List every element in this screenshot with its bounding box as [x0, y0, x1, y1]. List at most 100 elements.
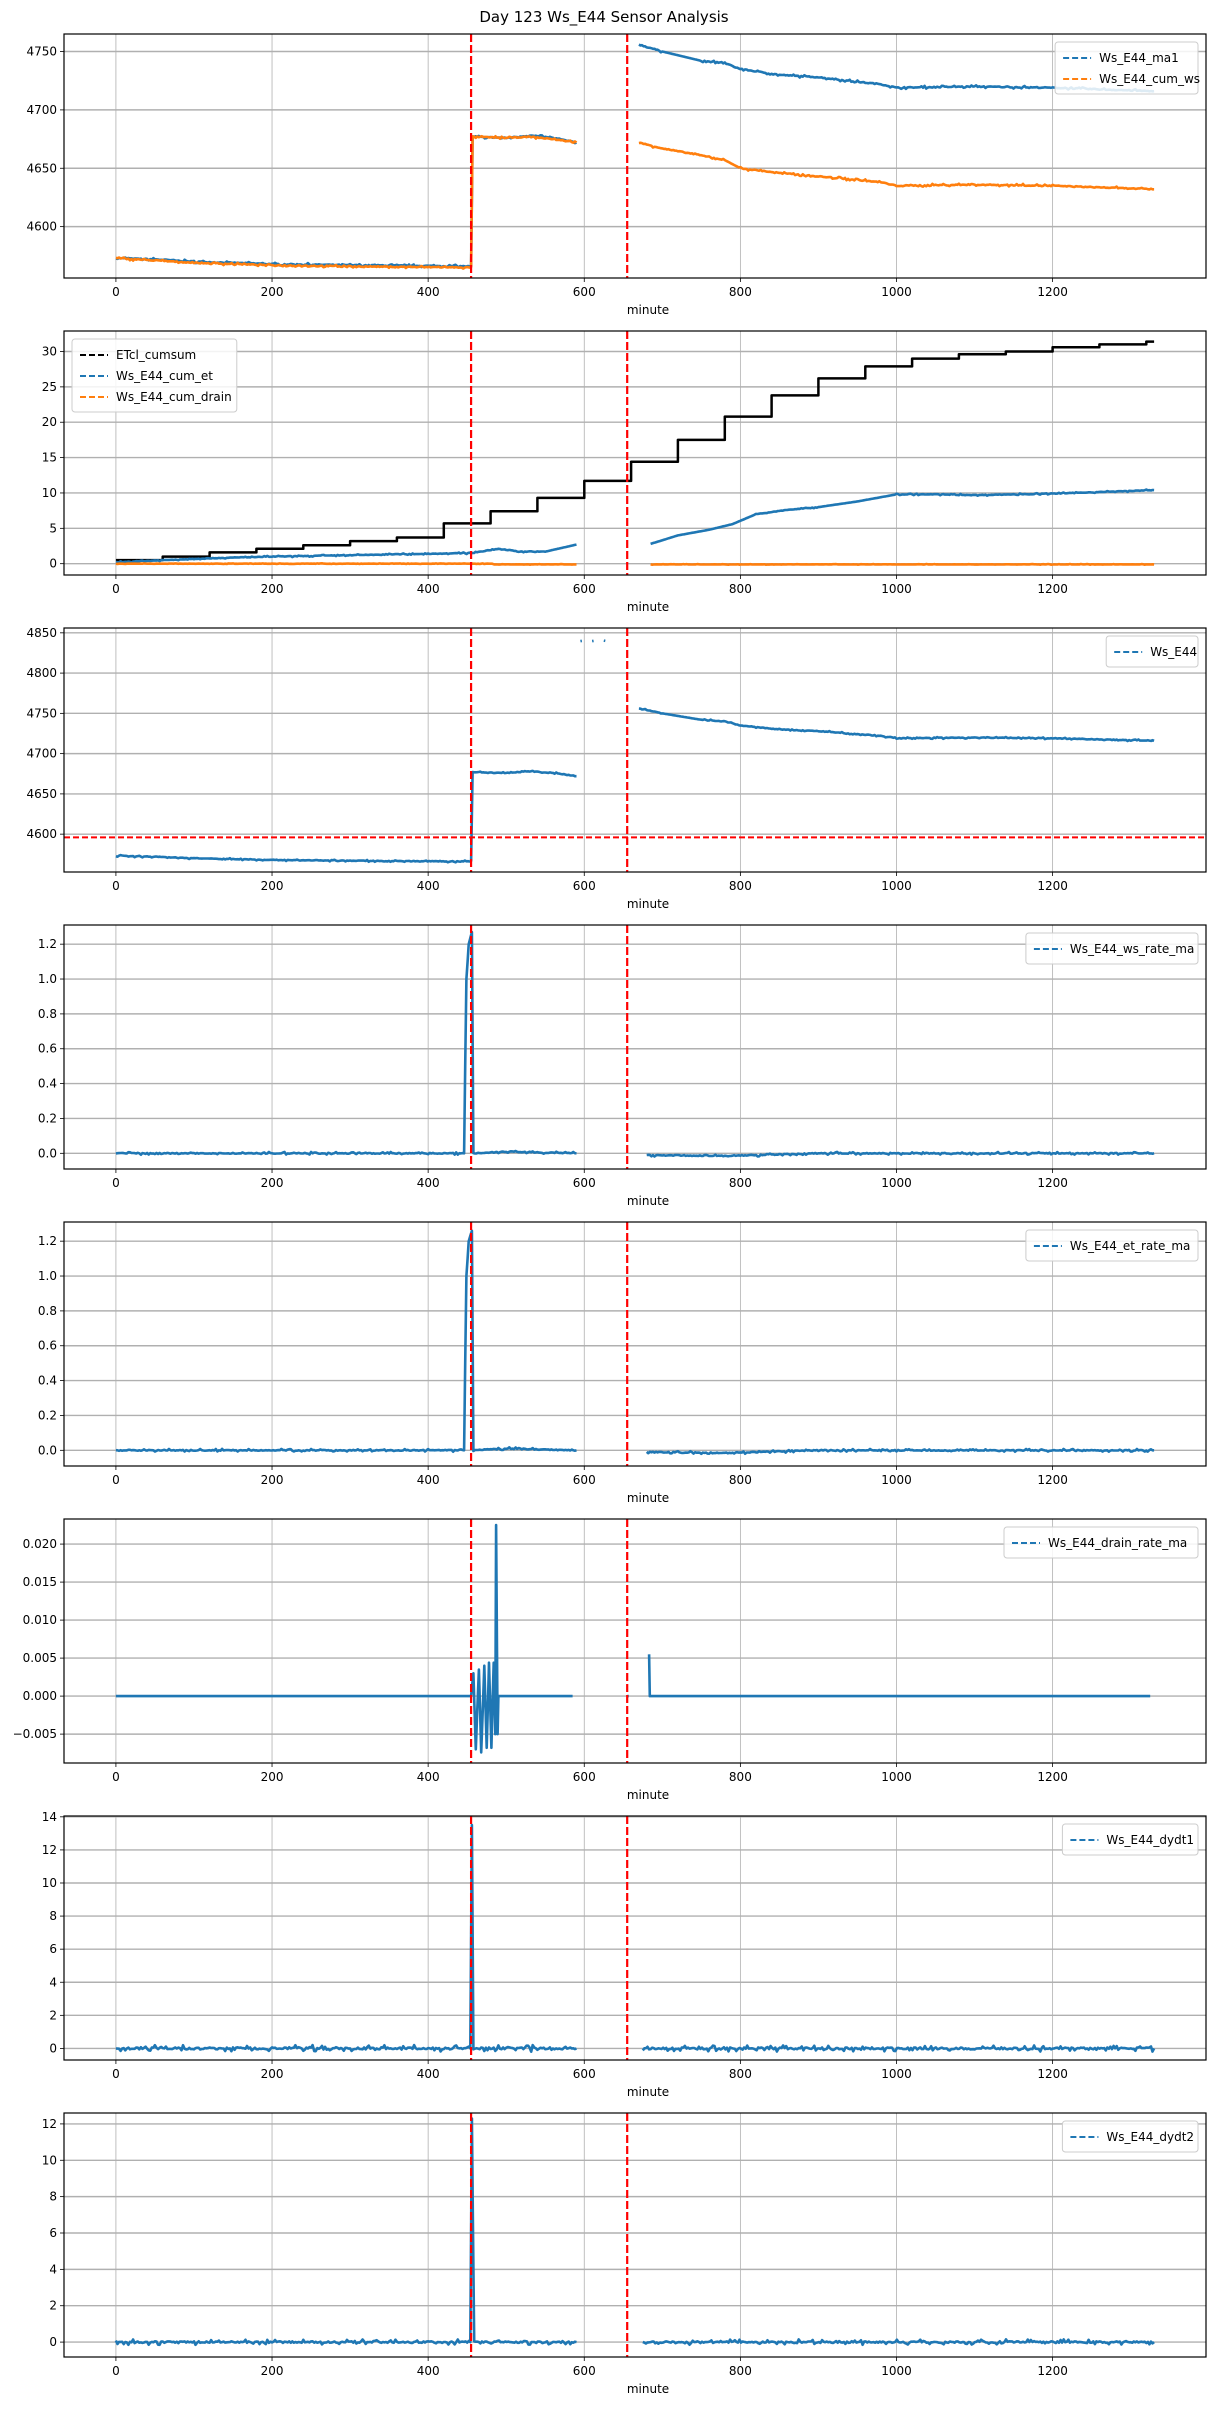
y-tick-label: 5: [49, 521, 57, 535]
y-tick-label: 0: [49, 557, 57, 571]
x-tick-label: 200: [261, 2067, 284, 2081]
x-axis-label: minute: [627, 1788, 669, 1802]
x-tick-label: 1000: [881, 1770, 912, 1784]
series-line-Ws_E44_dydt2: [116, 2119, 577, 2345]
y-tick-label: 0.020: [23, 1537, 57, 1551]
series-line-Ws_E44_cum_drain: [651, 564, 1155, 565]
legend: Ws_E44_dydt2: [1062, 2121, 1198, 2152]
x-axis-label: minute: [627, 1491, 669, 1505]
y-tick-label: 1.2: [38, 1234, 57, 1248]
series-line-Ws_E44_cum_et: [651, 490, 1155, 544]
y-tick-label: 1.0: [38, 1269, 57, 1283]
y-tick-label: 10: [42, 1876, 57, 1890]
axes-frame: [64, 628, 1206, 872]
x-tick-label: 0: [112, 1176, 120, 1190]
x-tick-label: 1200: [1037, 582, 1068, 596]
y-tick-label: 0.0: [38, 1443, 57, 1457]
y-tick-label: 0.4: [38, 1077, 57, 1091]
x-tick-label: 0: [112, 2067, 120, 2081]
y-tick-label: 4600: [26, 827, 57, 841]
y-tick-label: 0.005: [23, 1651, 57, 1665]
x-tick-label: 800: [729, 582, 752, 596]
x-tick-label: 600: [573, 285, 596, 299]
y-tick-label: 0.8: [38, 1007, 57, 1021]
series-line-Ws_E44_drain_rate_ma: [649, 1654, 1150, 1696]
x-tick-label: 1200: [1037, 2067, 1068, 2081]
y-tick-label: 14: [42, 1810, 57, 1824]
series-line-Ws_E44_ma1: [471, 135, 576, 266]
axes-frame: [64, 34, 1206, 278]
y-tick-label: 0.4: [38, 1374, 57, 1388]
figure-title: Day 123 Ws_E44 Sensor Analysis: [479, 8, 728, 27]
x-tick-label: 400: [417, 2067, 440, 2081]
legend-label: ETcl_cumsum: [116, 348, 196, 362]
y-tick-label: 10: [42, 2153, 57, 2167]
x-tick-label: 200: [261, 582, 284, 596]
x-axis-label: minute: [627, 2382, 669, 2396]
axes-frame: [64, 2113, 1206, 2357]
y-tick-label: 4750: [26, 706, 57, 720]
y-tick-label: 8: [49, 2190, 57, 2204]
x-tick-label: 200: [261, 879, 284, 893]
x-tick-label: 400: [417, 2364, 440, 2378]
x-tick-label: 600: [573, 879, 596, 893]
legend-label: Ws_E44_cum_drain: [116, 390, 232, 404]
y-tick-label: 12: [42, 1843, 57, 1857]
y-tick-label: 20: [42, 415, 57, 429]
y-tick-label: 4650: [26, 161, 57, 175]
x-axis-label: minute: [627, 600, 669, 614]
series-line-Ws_E44: [471, 771, 576, 862]
series-line-Ws_E44_cum_drain: [116, 563, 577, 564]
y-tick-label: 4700: [26, 103, 57, 117]
x-tick-label: 1000: [881, 1176, 912, 1190]
y-tick-label: 30: [42, 345, 57, 359]
axes-frame: [64, 1816, 1206, 2060]
series-line-Ws_E44_drain_rate_ma: [116, 1525, 573, 1752]
series-line-Ws_E44: [116, 855, 471, 862]
x-axis-label: minute: [627, 2085, 669, 2099]
legend: Ws_E44_ws_rate_ma: [1026, 933, 1198, 964]
x-tick-label: 200: [261, 1176, 284, 1190]
y-tick-label: 6: [49, 2226, 57, 2240]
y-tick-label: 4850: [26, 626, 57, 640]
series-line-Ws_E44_et_rate_ma: [116, 1231, 577, 1452]
x-tick-label: 1000: [881, 879, 912, 893]
legend: Ws_E44_et_rate_ma: [1026, 1230, 1198, 1261]
y-tick-label: 4650: [26, 787, 57, 801]
x-tick-label: 1200: [1037, 1176, 1068, 1190]
legend-label: Ws_E44_cum_et: [116, 369, 213, 383]
y-tick-label: 15: [42, 451, 57, 465]
series-line-Ws_E44_dydt1: [116, 1825, 577, 2052]
x-tick-label: 600: [573, 1176, 596, 1190]
series-line-Ws_E44_cum_ws: [471, 136, 576, 267]
x-tick-label: 200: [261, 1473, 284, 1487]
x-tick-label: 600: [573, 582, 596, 596]
legend: Ws_E44: [1106, 636, 1198, 667]
y-tick-label: 0.010: [23, 1613, 57, 1627]
plot-area: [64, 628, 1206, 872]
x-tick-label: 1200: [1037, 2364, 1068, 2378]
x-tick-label: 0: [112, 1473, 120, 1487]
series-line-Ws_E44_ws_rate_ma: [116, 932, 577, 1155]
legend-label: Ws_E44_et_rate_ma: [1070, 1239, 1190, 1253]
y-tick-label: 12: [42, 2117, 57, 2131]
y-tick-label: 4700: [26, 747, 57, 761]
y-tick-label: 4: [49, 1975, 57, 1989]
x-tick-label: 400: [417, 285, 440, 299]
x-tick-label: 0: [112, 1770, 120, 1784]
x-tick-label: 800: [729, 1770, 752, 1784]
y-tick-label: −0.005: [13, 1727, 57, 1741]
y-tick-label: 1.0: [38, 972, 57, 986]
legend-box: [1055, 42, 1198, 94]
legend: Ws_E44_drain_rate_ma: [1004, 1527, 1198, 1558]
x-tick-label: 1200: [1037, 879, 1068, 893]
y-tick-label: 2: [49, 2008, 57, 2022]
x-tick-label: 1200: [1037, 1770, 1068, 1784]
